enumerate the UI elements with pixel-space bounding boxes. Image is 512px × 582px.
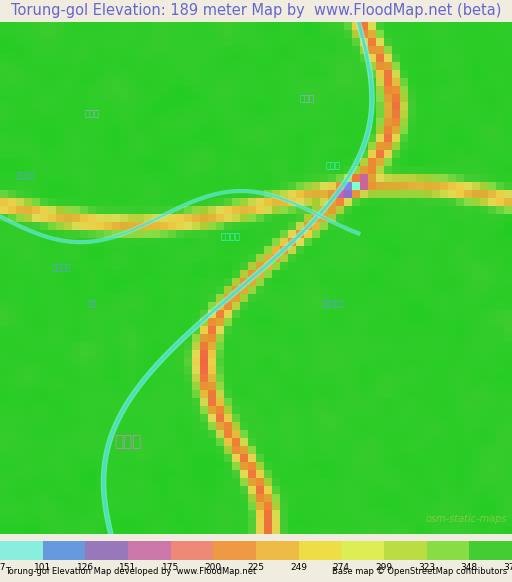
FancyBboxPatch shape bbox=[256, 541, 298, 560]
Text: 126: 126 bbox=[77, 563, 94, 572]
Text: 강남: 강남 bbox=[88, 299, 97, 308]
Text: 373: 373 bbox=[503, 563, 512, 572]
Text: 봉도리: 봉도리 bbox=[84, 109, 100, 119]
FancyBboxPatch shape bbox=[298, 541, 342, 560]
Text: Torung-gol Elevation: 189 meter Map by  www.FloodMap.net (beta): Torung-gol Elevation: 189 meter Map by w… bbox=[11, 3, 501, 19]
FancyBboxPatch shape bbox=[342, 541, 384, 560]
Text: 투척교리: 투척교리 bbox=[220, 233, 241, 242]
Text: 떡자도로: 떡자도로 bbox=[16, 171, 35, 180]
FancyBboxPatch shape bbox=[384, 541, 426, 560]
Text: 200: 200 bbox=[205, 563, 222, 572]
FancyBboxPatch shape bbox=[0, 541, 42, 560]
Text: 299: 299 bbox=[375, 563, 393, 572]
FancyBboxPatch shape bbox=[214, 541, 256, 560]
FancyBboxPatch shape bbox=[470, 541, 512, 560]
FancyBboxPatch shape bbox=[128, 541, 170, 560]
FancyBboxPatch shape bbox=[86, 541, 128, 560]
Text: 175: 175 bbox=[162, 563, 179, 572]
Text: 348: 348 bbox=[461, 563, 478, 572]
Text: 249: 249 bbox=[290, 563, 307, 572]
FancyBboxPatch shape bbox=[170, 541, 214, 560]
Text: 구정리: 구정리 bbox=[300, 94, 315, 103]
Text: 101: 101 bbox=[34, 563, 51, 572]
Text: 말봉리: 말봉리 bbox=[114, 434, 142, 449]
Text: 323: 323 bbox=[418, 563, 435, 572]
Text: osm-static-maps: osm-static-maps bbox=[425, 514, 507, 524]
Text: 151: 151 bbox=[119, 563, 137, 572]
Text: 동점관: 동점관 bbox=[325, 161, 340, 170]
Text: 관지도로: 관지도로 bbox=[52, 263, 71, 272]
FancyBboxPatch shape bbox=[426, 541, 470, 560]
Text: 77: 77 bbox=[0, 563, 6, 572]
Text: Torung-gol Elevation Map developed by  www.FloodMap.net: Torung-gol Elevation Map developed by ww… bbox=[5, 567, 257, 576]
Text: Base map © OpenStreetMap contributors: Base map © OpenStreetMap contributors bbox=[332, 567, 507, 576]
Text: 구정리도로: 구정리도로 bbox=[321, 299, 345, 308]
FancyBboxPatch shape bbox=[42, 541, 86, 560]
Text: 274: 274 bbox=[333, 563, 350, 572]
Text: 225: 225 bbox=[247, 563, 265, 572]
